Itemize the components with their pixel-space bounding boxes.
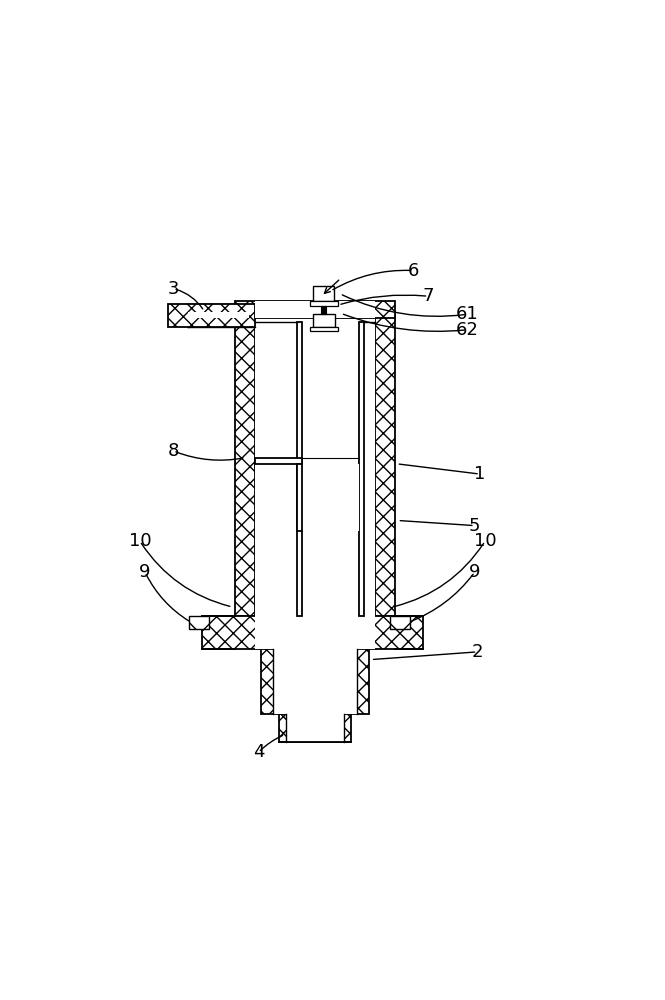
Text: 2: 2 xyxy=(471,643,483,661)
Bar xyxy=(201,616,424,649)
Bar xyxy=(390,616,410,629)
Text: 6: 6 xyxy=(407,262,419,280)
Bar xyxy=(297,322,302,616)
Text: 10: 10 xyxy=(473,532,497,550)
Bar xyxy=(279,714,351,742)
Text: 5: 5 xyxy=(469,517,481,535)
Bar xyxy=(375,312,395,616)
Bar xyxy=(313,314,334,327)
Bar xyxy=(261,649,369,714)
Bar xyxy=(255,458,302,464)
Bar xyxy=(313,286,334,301)
Bar xyxy=(235,312,255,616)
Bar xyxy=(168,304,255,327)
Bar xyxy=(302,464,359,531)
Text: 1: 1 xyxy=(474,465,485,483)
Text: 61: 61 xyxy=(456,305,478,323)
Bar xyxy=(286,714,344,742)
Text: 4: 4 xyxy=(253,743,264,761)
Bar xyxy=(310,301,338,306)
Bar xyxy=(255,301,375,318)
Text: 9: 9 xyxy=(139,563,151,581)
Text: 9: 9 xyxy=(469,563,481,581)
Text: 7: 7 xyxy=(423,287,434,305)
Bar xyxy=(255,312,375,616)
Text: 10: 10 xyxy=(128,532,151,550)
Bar xyxy=(188,312,249,318)
Text: 3: 3 xyxy=(168,280,179,298)
Text: 62: 62 xyxy=(456,321,479,339)
Bar xyxy=(359,322,364,616)
Bar xyxy=(235,301,395,318)
Bar xyxy=(273,649,357,714)
Bar xyxy=(302,322,359,616)
Bar xyxy=(321,306,327,314)
Bar xyxy=(255,616,375,649)
Bar xyxy=(310,327,338,331)
Bar xyxy=(189,616,209,629)
Bar xyxy=(297,464,302,531)
Text: 8: 8 xyxy=(168,442,179,460)
